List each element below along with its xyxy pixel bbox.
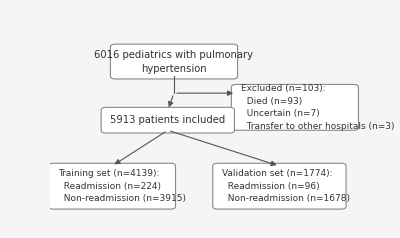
FancyBboxPatch shape [110,44,238,79]
FancyBboxPatch shape [231,84,358,130]
Text: Validation set (n=1774):
  Readmission (n=96)
  Non-readmission (n=1678): Validation set (n=1774): Readmission (n=… [222,169,350,203]
Text: Training set (n=4139):
  Readmission (n=224)
  Non-readmission (n=3915): Training set (n=4139): Readmission (n=22… [58,169,186,203]
FancyBboxPatch shape [48,163,176,209]
Text: 6016 pediatrics with pulmonary
hypertension: 6016 pediatrics with pulmonary hypertens… [94,50,254,74]
FancyBboxPatch shape [213,163,346,209]
FancyBboxPatch shape [101,107,234,133]
Text: Excluded (n=103):
  Died (n=93)
  Uncertain (n=7)
  Transfer to other hospitals : Excluded (n=103): Died (n=93) Uncertain … [241,84,394,131]
Text: 5913 patients included: 5913 patients included [110,115,226,125]
